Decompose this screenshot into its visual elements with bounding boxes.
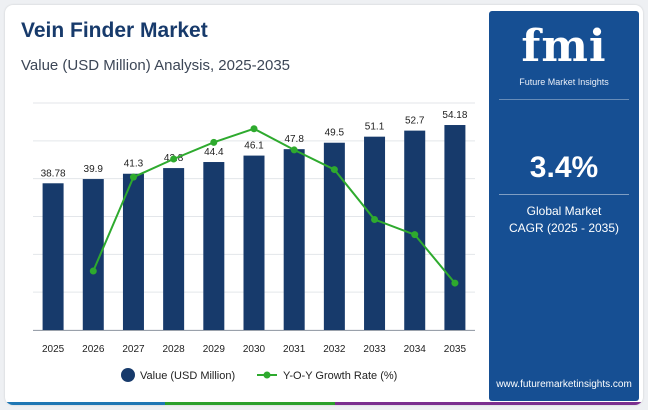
x-tick-label-2035: 2035: [444, 344, 467, 355]
bar-line-chart: 38.7839.941.342.844.446.147.849.551.152.…: [33, 102, 475, 382]
x-tick-label-2032: 2032: [323, 344, 346, 355]
cagr-value: 3.4%: [529, 151, 599, 184]
bar-2027: [122, 173, 144, 330]
growth-point-2031: [290, 146, 298, 154]
legend-bar-label: Value (USD Million): [140, 370, 235, 382]
bar-2026: [82, 179, 104, 330]
sidebar-panel: fmi Future Market Insights 3.4% Global M…: [489, 11, 639, 401]
bar-label-2034: 52.7: [405, 116, 425, 127]
bar-label-2025: 38.78: [41, 168, 66, 179]
bar-2028: [163, 168, 185, 330]
bar-label-2033: 51.1: [365, 122, 385, 133]
growth-point-2032: [330, 166, 338, 174]
bar-label-2031: 47.8: [284, 134, 304, 145]
sidebar-divider: [499, 99, 629, 100]
website-link[interactable]: www.futuremarketinsights.com: [496, 379, 632, 390]
bar-2029: [203, 162, 225, 330]
bar-label-2029: 44.4: [204, 147, 224, 158]
bar-2035: [444, 125, 466, 330]
strip-segment-purple: [335, 402, 643, 405]
chart-title: Vein Finder Market: [21, 19, 208, 42]
bar-label-2035: 54.18: [442, 110, 467, 121]
legend-line-marker: [263, 371, 271, 379]
growth-point-2028: [170, 155, 178, 163]
x-tick-label-2031: 2031: [283, 344, 306, 355]
x-tick-label-2028: 2028: [163, 344, 186, 355]
bottom-color-strip: [5, 402, 643, 405]
chart-subtitle: Value (USD Million) Analysis, 2025-2035: [21, 57, 291, 74]
bar-label-2027: 41.3: [124, 159, 144, 170]
legend-line-label: Y-O-Y Growth Rate (%): [283, 370, 397, 382]
brand-logo: fmi: [521, 21, 607, 72]
growth-point-2029: [210, 138, 218, 146]
x-tick-label-2030: 2030: [243, 344, 266, 355]
growth-point-2030: [250, 125, 258, 133]
bar-2025: [42, 183, 64, 330]
x-tick-label-2033: 2033: [363, 344, 386, 355]
strip-segment-blue: [5, 402, 165, 405]
bar-label-2030: 46.1: [244, 141, 264, 152]
legend-bar-swatch: [121, 368, 135, 382]
bar-label-2032: 49.5: [325, 128, 345, 139]
x-tick-label-2026: 2026: [82, 344, 105, 355]
growth-rate-line: [92, 127, 456, 284]
cagr-label: Global Market CAGR (2025 - 2035): [489, 203, 639, 237]
strip-segment-green: [165, 402, 335, 405]
growth-point-2026: [89, 267, 97, 275]
bar-2030: [243, 155, 265, 330]
cagr-label-line1: Global Market: [526, 204, 602, 218]
growth-point-2034: [411, 231, 419, 239]
bar-2033: [364, 136, 386, 330]
cagr-label-line2: CAGR (2025 - 2035): [508, 221, 620, 235]
bar-2031: [283, 149, 305, 330]
x-tick-label-2034: 2034: [404, 344, 427, 355]
chart-card: Vein Finder Market Value (USD Million) A…: [5, 5, 643, 405]
x-tick-label-2027: 2027: [122, 344, 145, 355]
bar-label-2026: 39.9: [84, 164, 104, 175]
growth-point-2027: [129, 173, 137, 181]
x-tick-label-2029: 2029: [203, 344, 226, 355]
growth-point-2033: [371, 216, 379, 224]
growth-point-2035: [451, 279, 459, 287]
x-tick-label-2025: 2025: [42, 344, 65, 355]
bar-2034: [404, 130, 426, 330]
brand-name: Future Market Insights: [519, 77, 609, 87]
bar-2032: [323, 142, 345, 330]
cagr-divider: [499, 194, 629, 195]
